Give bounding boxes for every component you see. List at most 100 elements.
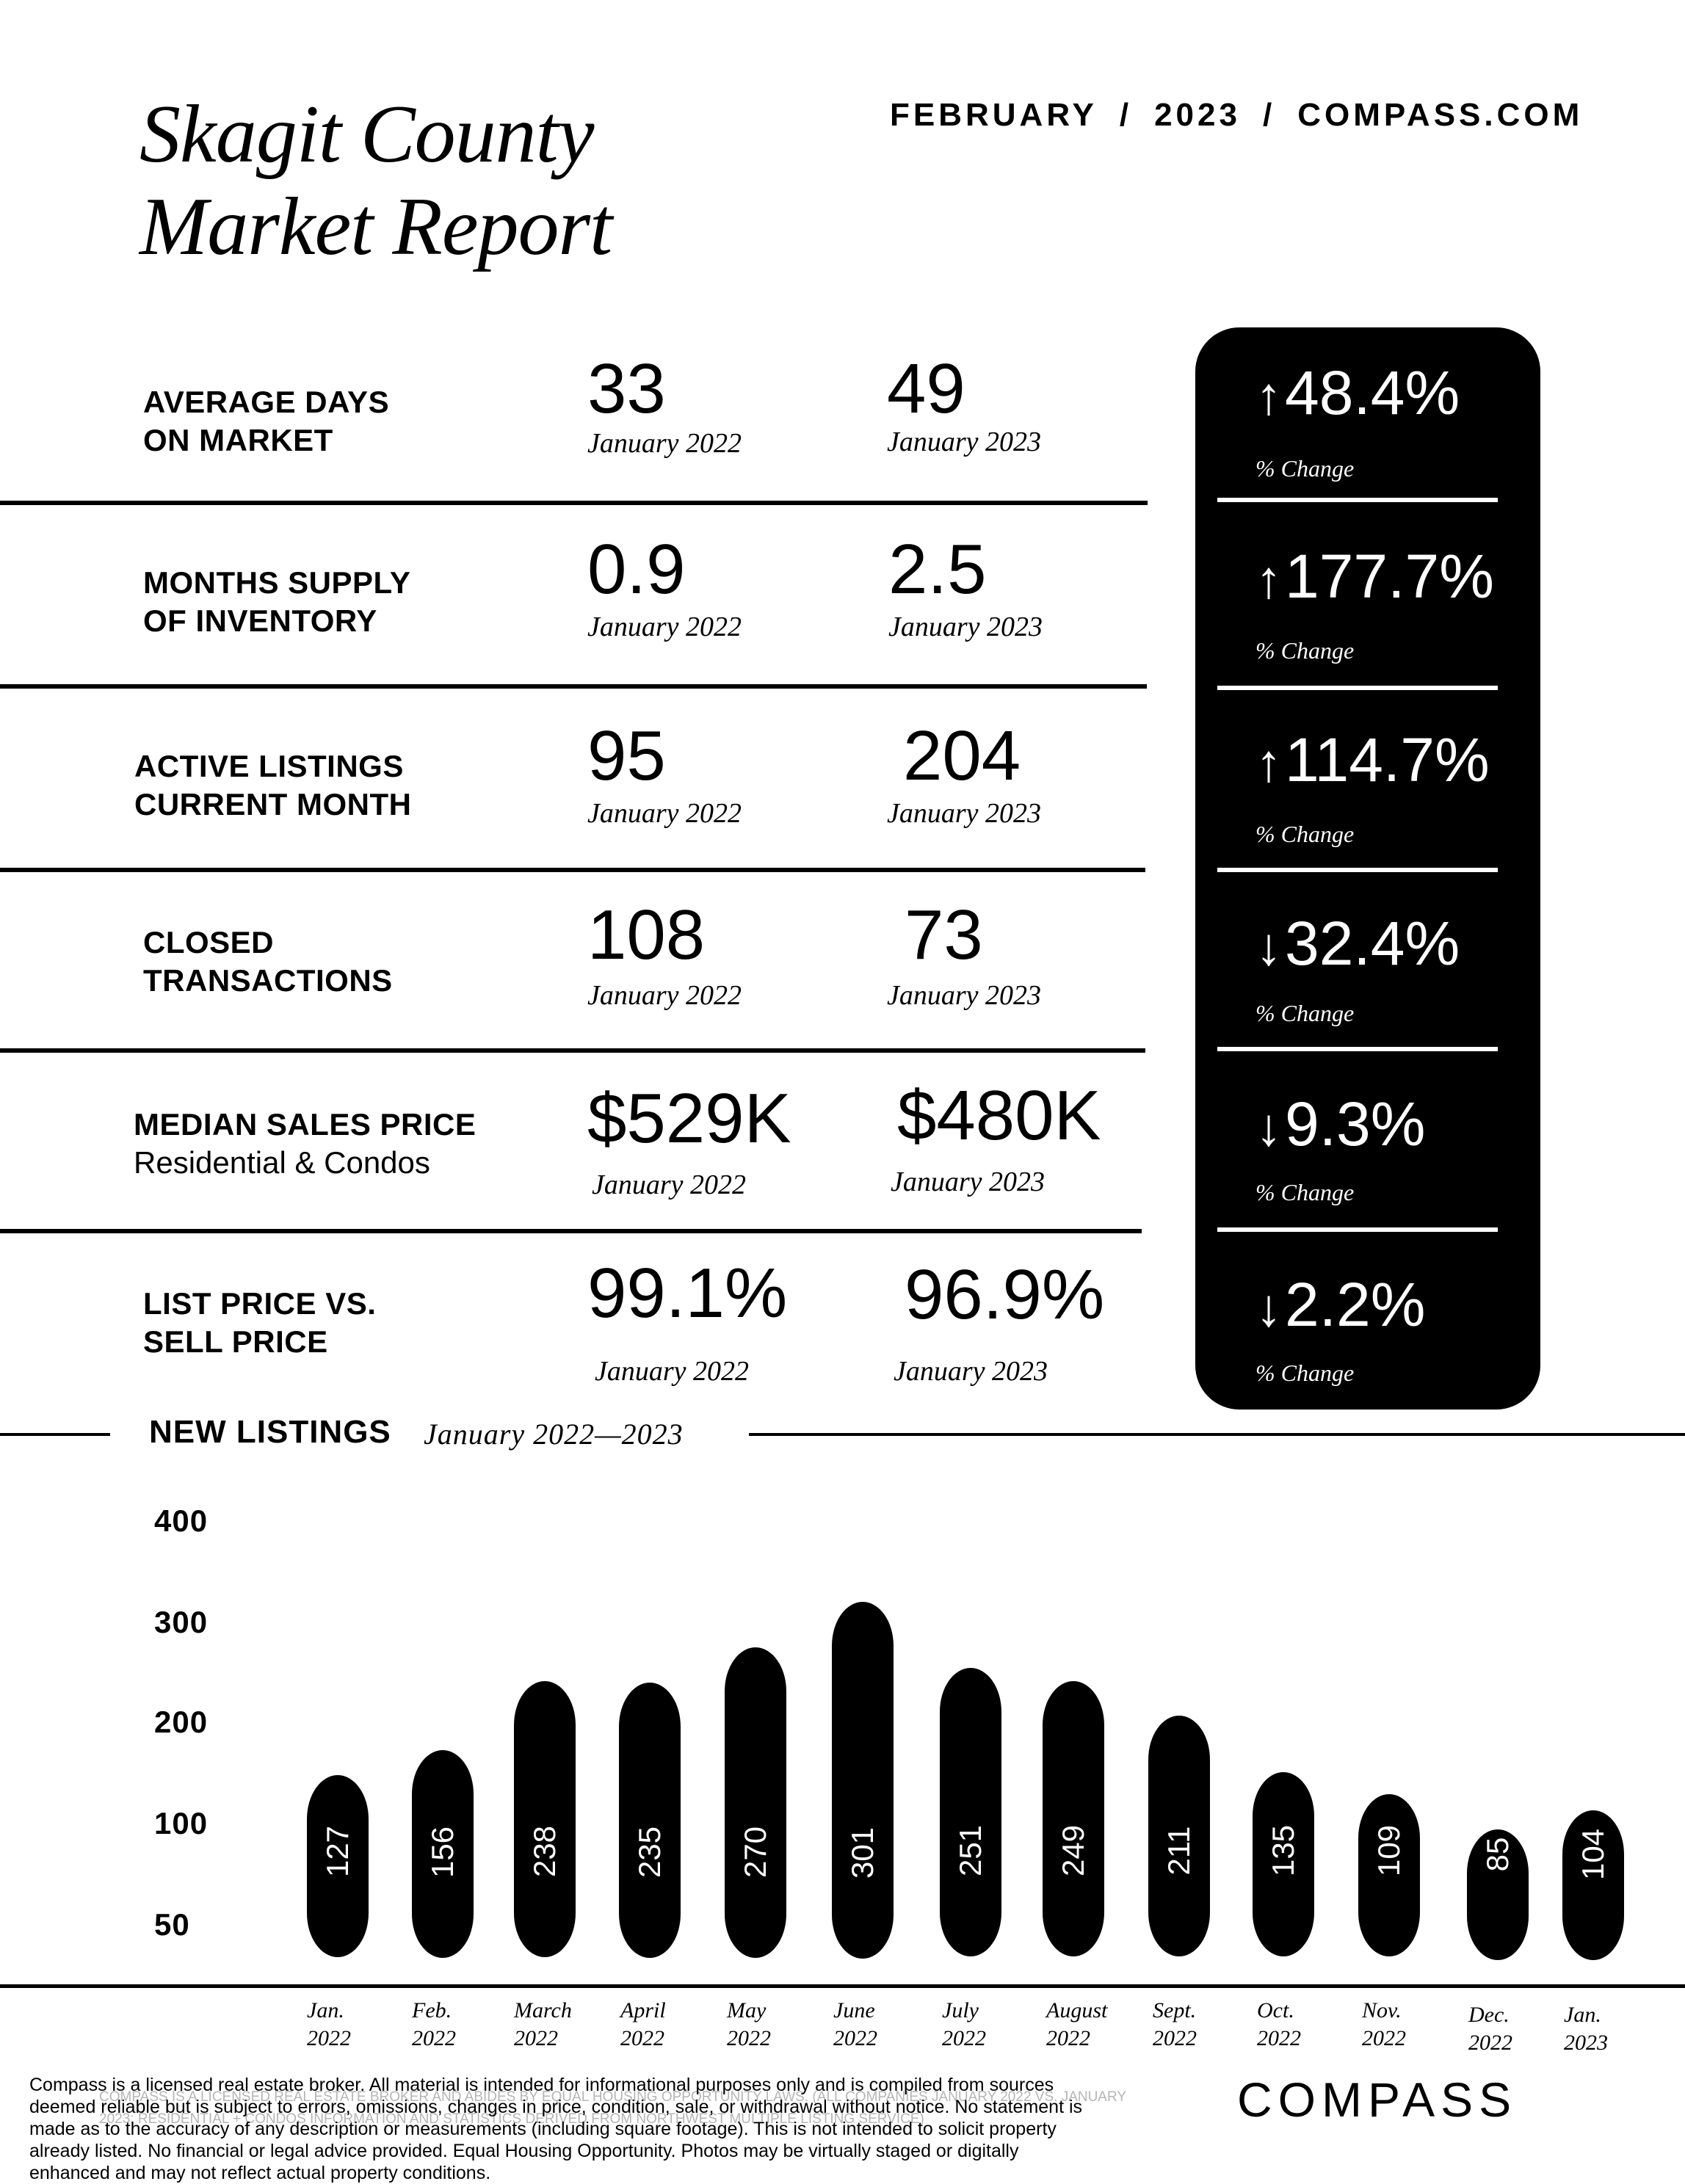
value-2022: 33 — [587, 349, 666, 428]
period-2022: January 2022 — [587, 798, 742, 829]
value-2023: 204 — [903, 716, 1021, 795]
period-2022: January 2022 — [592, 1169, 747, 1200]
site-link[interactable]: COMPASS.COM — [1297, 97, 1584, 133]
bar-mar-2022: 238 — [514, 1681, 576, 1957]
panel-divider — [1217, 498, 1498, 502]
chart-baseline — [0, 1984, 1685, 1988]
row-divider — [0, 868, 1145, 872]
metric-label: AVERAGE DAYS ON MARKET — [143, 385, 390, 457]
bar-jun-2022: 301 — [832, 1602, 894, 1959]
metric-row-list-vs-sell: LIST PRICE VS. SELL PRICE 99.1% January 2… — [0, 1242, 1145, 1426]
metric-row-closed-transactions: CLOSED TRANSACTIONS 108 January 2022 73 J… — [0, 881, 1145, 1064]
y-tick: 50 — [154, 1907, 190, 1942]
bar-jan-2023: 104 — [1562, 1810, 1624, 1960]
new-listings-title: NEW LISTINGS — [149, 1414, 391, 1450]
bar-may-2022: 270 — [725, 1647, 786, 1958]
period-2023: January 2023 — [887, 427, 1042, 457]
report-meta: FEBRUARY / 2023 / COMPASS.COM — [890, 97, 1583, 134]
x-label: April 2022 — [620, 1998, 666, 2050]
row-divider — [0, 684, 1147, 689]
panel-divider — [1217, 686, 1498, 690]
x-label: Oct. 2022 — [1257, 1998, 1301, 2050]
period-2022: January 2022 — [587, 428, 742, 459]
title-line-2: Market Report — [139, 181, 612, 272]
y-tick: 100 — [154, 1806, 209, 1840]
period-2023: January 2023 — [894, 1356, 1048, 1387]
metric-label: ACTIVE LISTINGS CURRENT MONTH — [134, 749, 412, 821]
y-tick: 200 — [154, 1705, 209, 1739]
bar-sep-2022: 211 — [1148, 1716, 1210, 1956]
period-2023: January 2023 — [891, 1167, 1046, 1197]
bar-oct-2022: 135 — [1253, 1772, 1314, 1956]
metric-label: CLOSED TRANSACTIONS — [143, 925, 393, 998]
period-2022: January 2022 — [587, 612, 742, 642]
metric-label: MONTHS SUPPLY OF INVENTORY — [143, 565, 411, 638]
source-note: Compass is a licensed real estate broker… — [99, 2089, 1126, 2127]
value-2022: 99.1% — [587, 1254, 788, 1332]
value-2022: $529K — [587, 1079, 791, 1158]
compass-logo: COMPASS — [1237, 2072, 1518, 2127]
metric-row-days-on-market: AVERAGE DAYS ON MARKET 33 January 2022 49… — [0, 338, 1145, 521]
x-label: July 2022 — [942, 1998, 986, 2050]
separator: / — [1119, 97, 1133, 133]
value-2022: 108 — [587, 896, 706, 974]
period-2023: January 2023 — [888, 612, 1043, 642]
period-2022: January 2022 — [587, 980, 742, 1011]
report-month: FEBRUARY — [890, 97, 1098, 133]
value-2022: 0.9 — [587, 530, 686, 609]
metric-label: MEDIAN SALES PRICE Residential & Condos — [134, 1107, 476, 1180]
x-label: Jan. 2023 — [1564, 2003, 1608, 2055]
header-rule-left — [0, 1433, 110, 1436]
metric-row-months-supply: MONTHS SUPPLY OF INVENTORY 0.9 January 20… — [0, 514, 1145, 697]
panel-divider — [1217, 1227, 1498, 1232]
y-tick: 400 — [154, 1503, 209, 1538]
value-2023: $480K — [897, 1076, 1101, 1155]
x-label: May 2022 — [727, 1998, 771, 2050]
bar-dec-2022: 85 — [1467, 1829, 1529, 1960]
arrow-up-icon: ↑ — [1255, 367, 1282, 426]
new-listings-subtitle: January 2022—2023 — [424, 1418, 684, 1451]
period-2023: January 2023 — [887, 980, 1042, 1011]
value-2023: 49 — [887, 349, 965, 428]
title-line-1: Skagit County — [139, 89, 594, 180]
arrow-down-icon: ↓ — [1255, 1279, 1282, 1338]
separator: / — [1262, 97, 1276, 133]
x-label: Jan. 2022 — [307, 1998, 351, 2050]
header-rule-right — [749, 1433, 1685, 1436]
value-2023: 2.5 — [888, 530, 987, 609]
report-title: Skagit County Market Report — [139, 88, 612, 273]
arrow-up-icon: ↑ — [1255, 734, 1282, 793]
metric-row-median-sales-price: MEDIAN SALES PRICE Residential & Condos $… — [0, 1062, 1145, 1245]
arrow-up-icon: ↑ — [1255, 551, 1282, 609]
bar-jan-2022: 127 — [307, 1775, 369, 1957]
row-divider — [0, 1229, 1142, 1233]
period-2022: January 2022 — [595, 1356, 750, 1387]
x-label: August 2022 — [1046, 1998, 1108, 2050]
row-divider — [0, 1048, 1145, 1053]
bar-aug-2022: 249 — [1043, 1681, 1104, 1956]
value-2022: 95 — [587, 716, 666, 795]
x-label: Feb. 2022 — [412, 1998, 456, 2050]
x-label: Nov. 2022 — [1362, 1998, 1406, 2050]
arrow-down-icon: ↓ — [1255, 1098, 1282, 1157]
value-2023: 96.9% — [905, 1255, 1105, 1334]
value-2023: 73 — [905, 896, 983, 974]
bar-feb-2022: 156 — [412, 1750, 474, 1958]
metric-label: LIST PRICE VS. SELL PRICE — [143, 1286, 377, 1359]
percent-change-panel: ↑48.4% % Change ↑177.7% % Change ↑114.7%… — [1195, 327, 1540, 1410]
metric-row-active-listings: ACTIVE LISTINGS CURRENT MONTH 95 January … — [0, 697, 1145, 881]
y-tick: 300 — [154, 1605, 209, 1639]
bar-apr-2022: 235 — [619, 1683, 681, 1958]
panel-divider — [1217, 1047, 1498, 1051]
new-listings-header: NEW LISTINGS January 2022—2023 — [0, 1410, 1685, 1461]
x-label: June 2022 — [833, 1998, 877, 2050]
bar-jul-2022: 251 — [940, 1668, 1001, 1956]
period-2023: January 2023 — [887, 798, 1042, 829]
panel-divider — [1217, 868, 1498, 872]
report-year: 2023 — [1154, 97, 1241, 133]
x-label: Dec. 2022 — [1468, 2003, 1512, 2055]
legal-disclaimer: Compass is a licensed real estate broker… — [29, 2075, 1083, 2183]
bar-nov-2022: 109 — [1358, 1794, 1420, 1956]
row-divider — [0, 501, 1148, 505]
x-label: Sept. 2022 — [1153, 1998, 1197, 2050]
